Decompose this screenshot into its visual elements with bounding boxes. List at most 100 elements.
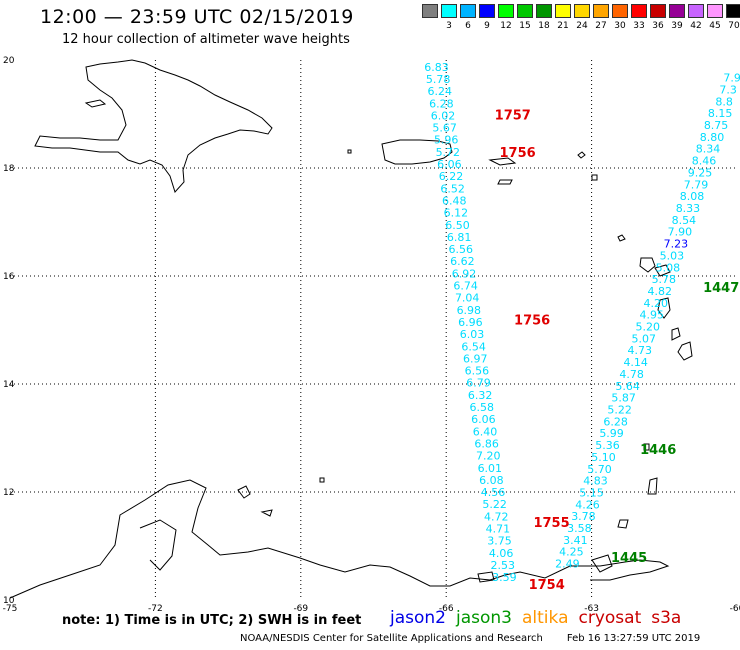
pass-time-label: 1755 [533, 516, 569, 531]
swh-value: 6.92 [452, 267, 477, 280]
swh-value: 7.79 [684, 178, 709, 191]
swh-value: 5.10 [591, 451, 616, 464]
south-america-coast [9, 479, 670, 599]
swh-value: 6.79 [466, 377, 491, 390]
swh-value: 6.40 [473, 425, 498, 438]
pass-time-label: 1756 [514, 314, 550, 329]
swh-value: 5.64 [615, 380, 640, 393]
legend-swatch [707, 4, 723, 18]
map-subtitle: 12 hour collection of altimeter wave hei… [62, 32, 350, 47]
legend-label: 27 [595, 21, 607, 31]
swh-value: 3.75 [487, 535, 512, 548]
trinidad [591, 554, 613, 573]
legend-swatch [688, 4, 704, 18]
satellite-name: jason2 [390, 608, 446, 628]
legend-label: 24 [576, 21, 588, 31]
lat-tick-label: 16 [3, 272, 15, 282]
swh-value: 6.83 [424, 61, 449, 74]
hispaniola-coast [34, 59, 273, 193]
swh-value: 6.74 [453, 280, 478, 293]
swh-value: 3.78 [571, 510, 596, 523]
legend-swatch [726, 4, 740, 18]
swh-value: 8.80 [700, 131, 725, 144]
swh-value: 8.33 [676, 202, 701, 215]
legend-swatch [498, 4, 514, 18]
swh-value: 4.95 [640, 309, 665, 322]
swh-value: 8.15 [708, 107, 733, 120]
swh-value: 4.06 [489, 547, 514, 560]
pass-time-labels: 1757 1756 1756 1755 1754 1447 1446 1445 [495, 108, 740, 593]
swh-value: 9.25 [688, 166, 713, 179]
legend-label: 9 [484, 21, 490, 31]
swh-value: 5.87 [611, 392, 636, 405]
swh-value: 5.78 [426, 73, 451, 86]
legend-label: 45 [709, 21, 721, 31]
axis-labels: -75 -72 -69 -66 -63 -60 20 18 16 14 12 10 [3, 56, 740, 614]
legend-label: 30 [614, 21, 626, 31]
swh-value: 7.90 [668, 226, 693, 239]
swh-value: 6.98 [457, 304, 482, 317]
legend-swatch [460, 4, 476, 18]
swh-value: 6.56 [465, 365, 490, 378]
swh-value: 6.01 [478, 462, 503, 475]
swh-value: 6.96 [458, 316, 483, 329]
swh-value: 5.96 [434, 134, 459, 147]
swh-value: 5.78 [652, 273, 677, 286]
satellite-name: s3a [651, 608, 682, 628]
swh-value: 6.48 [442, 194, 467, 207]
pass-time-label: 1757 [495, 108, 531, 123]
legend-swatch [517, 4, 533, 18]
legend-label: 3 [446, 21, 452, 31]
lon-tick-label: -66 [439, 604, 454, 614]
swh-value: 6.22 [439, 170, 464, 183]
footer-note: note: 1) Time is in UTC; 2) SWH is in fe… [62, 613, 362, 628]
satellite-name: jason3 [456, 608, 512, 628]
satellite-name: cryosat [578, 608, 642, 628]
swh-value: 6.81 [447, 231, 472, 244]
legend-label: 39 [671, 21, 683, 31]
swh-value: 6.56 [448, 243, 473, 256]
swh-value: 8.46 [692, 155, 717, 168]
pass-time-label: 1445 [611, 551, 647, 566]
swh-value: 4.73 [627, 344, 652, 357]
swh-value: 2.49 [555, 558, 580, 571]
credit-text: NOAA/NESDIS Center for Satellite Applica… [240, 633, 543, 644]
swh-value: 4.26 [575, 498, 600, 511]
lon-tick-label: -60 [730, 604, 740, 614]
swh-value: 6.32 [468, 389, 493, 402]
satellite-legend: jason2 jason3 altika cryosat s3a [390, 608, 691, 628]
swh-value: 6.28 [603, 415, 628, 428]
swh-value: 7.04 [455, 292, 480, 305]
virgin-islands [488, 157, 517, 185]
swh-value: 3.58 [567, 522, 592, 535]
pass-time-label: 1756 [500, 146, 536, 161]
swh-value: 7.3 [719, 83, 737, 96]
swh-value: 7.23 [664, 238, 689, 251]
gulf-of-venezuela [139, 519, 177, 571]
swh-value: 6.03 [460, 328, 485, 341]
lat-tick-label: 14 [3, 380, 15, 390]
swh-value: 5.22 [607, 404, 632, 417]
lon-tick-label: -75 [3, 604, 18, 614]
swh-value: 8.34 [696, 143, 721, 156]
swh-value: 6.97 [463, 352, 488, 365]
lon-tick-label: -72 [148, 604, 163, 614]
margarita-island [477, 571, 495, 583]
swh-value: 5.15 [579, 486, 604, 499]
map-title: 12:00 — 23:59 UTC 02/15/2019 [40, 6, 354, 28]
swh-value: 8.54 [672, 214, 697, 227]
swh-value: 4.82 [648, 285, 673, 298]
swh-value: 5.99 [599, 427, 624, 440]
swh-value: 7.9 [723, 72, 740, 85]
pass-time-label: 1446 [640, 443, 676, 458]
legend-swatch [650, 4, 666, 18]
legend-label: 6 [465, 21, 471, 31]
swh-value: 4.72 [484, 510, 509, 523]
lat-tick-label: 12 [3, 488, 14, 498]
legend-label: 21 [557, 21, 569, 31]
swh-value: 6.86 [474, 437, 499, 450]
lon-tick-label: -63 [584, 604, 599, 614]
legend-swatch [631, 4, 647, 18]
credit-line: NOAA/NESDIS Center for Satellite Applica… [240, 633, 724, 644]
windward-islands [617, 297, 693, 529]
